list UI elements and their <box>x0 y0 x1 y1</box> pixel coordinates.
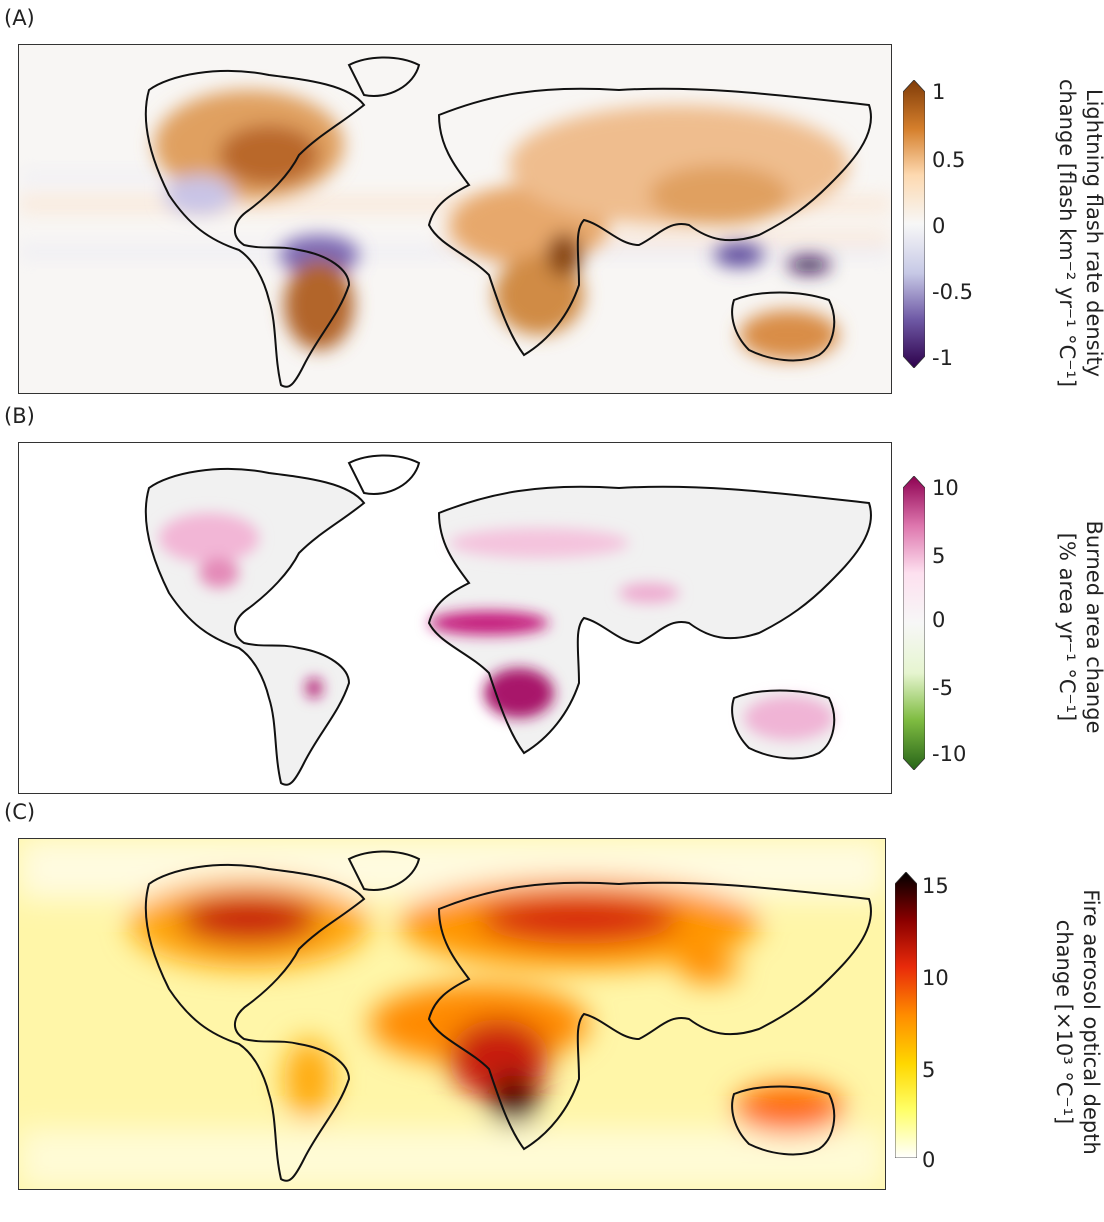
panel-b-label: (B) <box>4 404 35 428</box>
panel-c-label: (C) <box>4 800 36 824</box>
panel-b-tick: -5 <box>932 676 953 700</box>
panel-c-colorbar-title: Fire aerosol optical depth change [×10³ … <box>1052 889 1103 1155</box>
panel-c-colorbar <box>895 872 917 1158</box>
panel-b-colorbar-title: Burned area change [% area yr⁻¹ °C⁻¹] <box>1055 520 1104 734</box>
panel-b-tick: 10 <box>932 476 959 500</box>
panel-a-colorbar <box>903 80 925 368</box>
panel-a-tick: 1 <box>932 80 946 104</box>
panel-b-tick: 0 <box>932 608 946 632</box>
panel-c-map <box>18 838 886 1190</box>
panel-a-tick: 0.5 <box>932 148 966 172</box>
panel-a-label: (A) <box>4 6 35 30</box>
panel-a-tick: -0.5 <box>932 280 973 304</box>
panel-a-map <box>18 44 892 394</box>
panel-c-tick: 5 <box>922 1058 936 1082</box>
panel-b-tick: -10 <box>932 742 967 766</box>
panel-b-map <box>18 442 892 794</box>
panel-b-tick: 5 <box>932 544 946 568</box>
panel-a-tick: -1 <box>932 346 953 370</box>
panel-a-colorbar-title: Lightning flash rate density change [fla… <box>1055 78 1104 388</box>
panel-c-tick: 0 <box>922 1148 936 1172</box>
panel-c-tick: 15 <box>922 874 949 898</box>
panel-a-tick: 0 <box>932 214 946 238</box>
panel-b-colorbar <box>903 476 925 770</box>
panel-c-tick: 10 <box>922 966 949 990</box>
